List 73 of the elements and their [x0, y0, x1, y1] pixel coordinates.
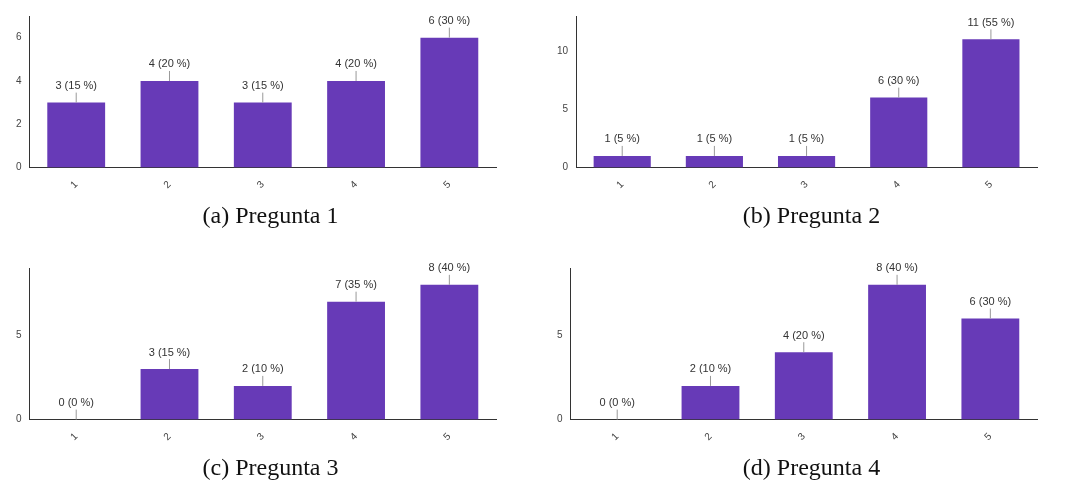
x-tick-label: 2	[702, 430, 715, 443]
data-label: 6 (30 %)	[428, 14, 471, 27]
bar	[681, 385, 740, 420]
text: (b) Pregunta 2	[741, 202, 882, 229]
data-label: 6 (30 %)	[877, 74, 920, 87]
bar	[774, 352, 833, 420]
x-tick-label: 1	[67, 178, 80, 191]
data-label: 4 (20 %)	[335, 57, 377, 70]
data-label: 11 (55 %)	[967, 15, 1015, 28]
x-tick-label: 1	[608, 430, 621, 443]
data-label: 3 (15 %)	[241, 79, 284, 92]
y-tick-label: 2	[16, 118, 22, 130]
x-tick-label: 3	[254, 430, 267, 443]
data-label: 1 (5 %)	[788, 132, 825, 145]
bar	[327, 301, 385, 420]
text: (d) Pregunta 4	[741, 454, 882, 481]
x-tick-label: 3	[798, 178, 811, 191]
y-tick-label: 0	[16, 413, 22, 425]
x-tick-label: 4	[888, 430, 901, 443]
x-tick-label: 1	[67, 430, 80, 443]
x-tick-label: 2	[706, 178, 719, 191]
bar	[420, 284, 479, 420]
data-label: 4 (20 %)	[148, 57, 191, 70]
data-label: 3 (15 %)	[55, 79, 97, 92]
bar	[233, 102, 292, 168]
x-tick-label: 5	[982, 430, 995, 443]
x-tick-label: 5	[982, 178, 995, 191]
data-label: 1 (5 %)	[604, 132, 640, 145]
data-label: 0 (0 %)	[58, 396, 94, 409]
bar	[420, 37, 479, 168]
text: (a) Pregunta 1	[201, 202, 340, 229]
bar	[140, 80, 199, 168]
bar	[868, 284, 926, 420]
data-label: 2 (10 %)	[241, 362, 284, 375]
data-label: 6 (30 %)	[969, 295, 1012, 308]
text: (c) Pregunta 3	[201, 454, 340, 481]
y-tick-label: 5	[562, 103, 569, 115]
data-label: 4 (20 %)	[782, 328, 825, 341]
y-tick-label: 5	[16, 329, 22, 341]
bar	[685, 155, 743, 168]
y-tick-label: 10	[557, 44, 569, 56]
bar	[47, 102, 106, 168]
x-tick-label: 4	[890, 178, 903, 191]
x-tick-label: 2	[161, 178, 174, 191]
y-tick-label: 4	[16, 74, 22, 86]
x-tick-label: 5	[441, 178, 454, 191]
x-tick-label: 1	[613, 178, 626, 191]
x-tick-label: 4	[347, 430, 360, 443]
bar	[327, 80, 385, 168]
data-label: 2 (10 %)	[689, 362, 732, 375]
x-tick-label: 5	[441, 430, 454, 443]
x-tick-label: 4	[347, 178, 360, 191]
data-label: 0 (0 %)	[599, 396, 635, 409]
bar	[233, 385, 292, 420]
y-tick-label: 0	[16, 161, 22, 173]
bar	[961, 318, 1020, 420]
data-label: 1 (5 %)	[696, 132, 733, 145]
data-label: 8 (40 %)	[876, 261, 918, 274]
data-label: 7 (35 %)	[335, 278, 377, 291]
y-tick-label: 5	[557, 329, 563, 341]
bar	[140, 369, 199, 420]
y-tick-label: 0	[562, 161, 569, 173]
x-tick-label: 3	[795, 430, 808, 443]
data-label: 3 (15 %)	[148, 345, 191, 358]
bar	[593, 155, 651, 168]
y-tick-label: 0	[557, 413, 563, 425]
y-tick-label: 6	[16, 31, 22, 43]
x-tick-label: 3	[254, 178, 267, 191]
bar	[870, 97, 928, 168]
bar	[777, 155, 836, 168]
x-tick-label: 2	[161, 430, 174, 443]
bar	[962, 39, 1020, 168]
data-label: 8 (40 %)	[428, 261, 471, 274]
